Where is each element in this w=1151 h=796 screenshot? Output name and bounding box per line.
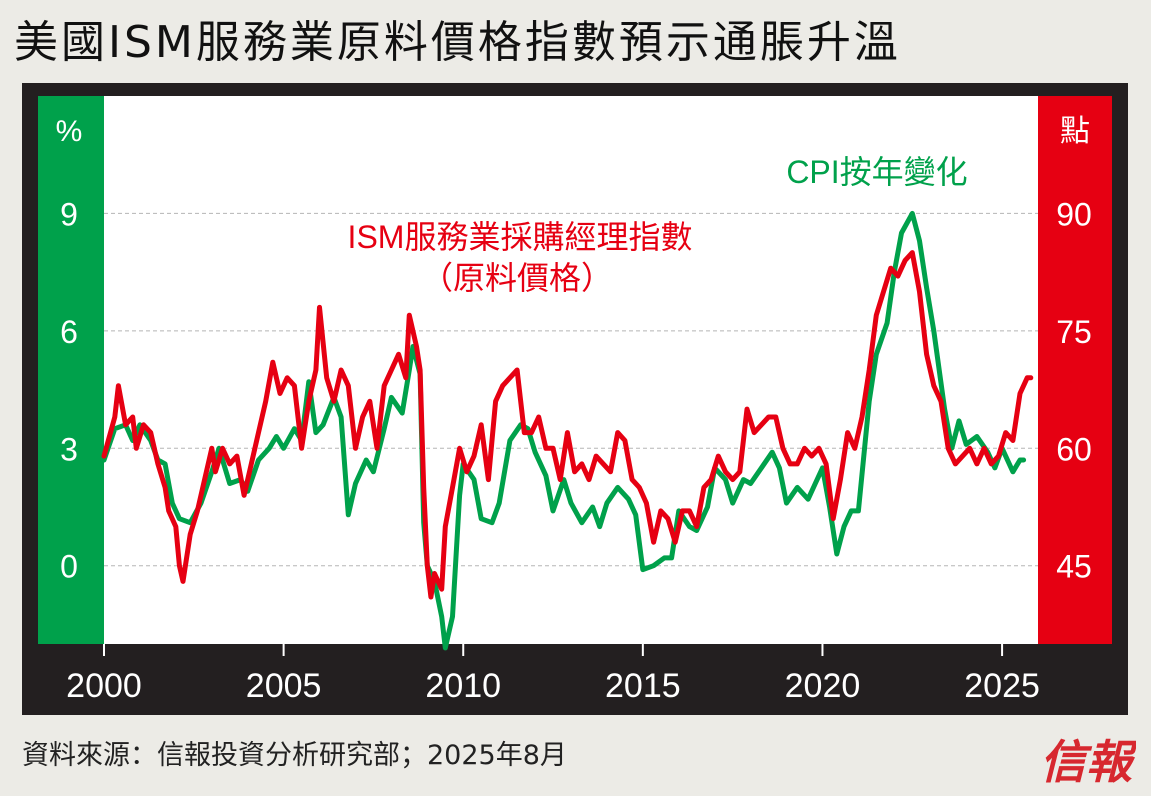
hkej-logo: 信報 [1040, 736, 1136, 788]
series-label-cpi: CPI按年變化 [786, 154, 967, 190]
series-label-ism-line1: ISM服務業採購經理指數 [348, 219, 693, 255]
x-axis-ticks: 2000 2005 2010 2015 2020 2025 [66, 644, 1040, 705]
right-axis-ticks: 45 60 75 90 [1056, 196, 1092, 584]
page-title: 美國ISM服務業原料價格指數預示通脹升溫 [14, 17, 901, 68]
x-tick-label: 2025 [964, 667, 1040, 705]
x-tick-label: 2020 [785, 667, 861, 705]
series-label-ism-line2: （原料價格） [421, 260, 613, 296]
left-tick-label: 0 [60, 549, 78, 585]
right-tick-label: 90 [1056, 196, 1092, 232]
plot-area [104, 96, 1038, 644]
x-tick-label: 2015 [605, 667, 681, 705]
right-axis-band [1038, 96, 1112, 644]
series-line-ism-prices [101, 250, 1034, 600]
left-axis-band [38, 96, 104, 644]
left-tick-label: 9 [60, 196, 78, 232]
source-footer: 資料來源：信報投資分析研究部；2025年8月 [22, 740, 567, 771]
x-tick-label: 2005 [246, 667, 322, 705]
logo-text: 信報 [1040, 736, 1136, 788]
right-tick-label: 45 [1056, 549, 1092, 585]
left-axis-unit: % [56, 115, 83, 148]
right-tick-label: 75 [1056, 314, 1092, 350]
left-tick-label: 3 [60, 431, 78, 467]
left-axis-ticks: 0 3 6 9 [60, 196, 78, 584]
x-tick-label: 2000 [66, 667, 142, 705]
right-tick-label: 60 [1056, 431, 1092, 467]
x-tick-label: 2010 [425, 667, 501, 705]
left-tick-label: 6 [60, 314, 78, 350]
series-line-cpi [101, 210, 1027, 651]
right-axis-unit: 點 [1060, 115, 1090, 148]
